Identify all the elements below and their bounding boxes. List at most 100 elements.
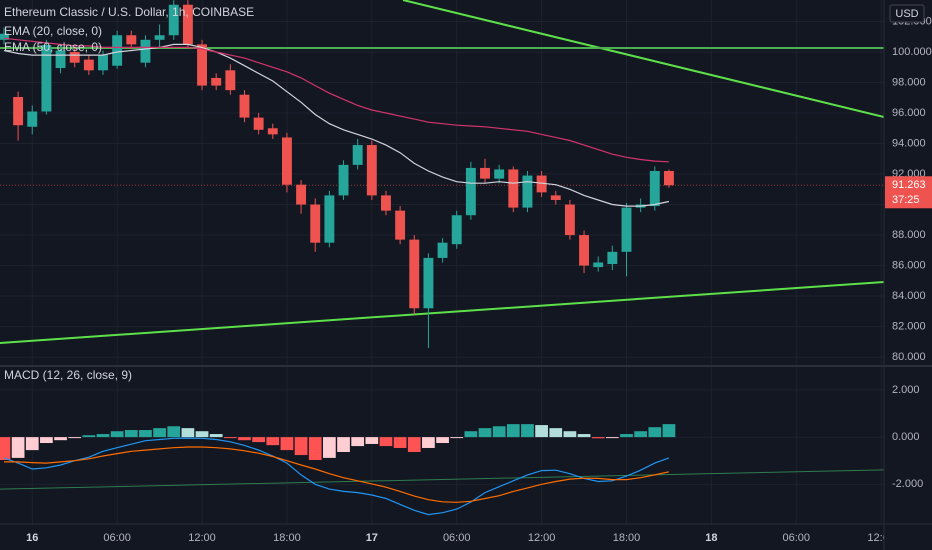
candle-body: [465, 167, 476, 216]
macd-line: [4, 446, 670, 503]
histogram-bar: [337, 437, 350, 452]
histogram-bar: [181, 428, 195, 438]
histogram-bar: [139, 430, 152, 438]
histogram-bar: [167, 426, 181, 438]
histogram-bar: [521, 424, 534, 438]
candle-body: [621, 207, 632, 252]
trend-line: [0, 469, 884, 490]
candle-body: [663, 170, 674, 186]
histogram-bar: [478, 428, 492, 438]
macd-title: MACD (12, 26, close, 9): [4, 368, 132, 382]
histogram-bar: [620, 434, 633, 438]
candle-body: [607, 251, 618, 265]
histogram-bar: [662, 424, 676, 438]
candle-body: [522, 175, 533, 208]
histogram-bar: [308, 437, 322, 461]
candle-body: [423, 257, 434, 309]
legend-entry: EMA (50, close, 0): [4, 40, 102, 54]
candle-body: [27, 111, 38, 127]
histogram-bar: [464, 431, 478, 438]
legend: Ethereum Classic / U.S. Dollar, 1h, COIN…: [4, 5, 254, 382]
x-tick-label: 12:00: [528, 532, 556, 544]
histogram-bar: [506, 424, 520, 438]
ema-line: [3, 43, 670, 207]
histogram-bar: [54, 437, 67, 441]
y-tick-label: 84.000: [892, 290, 926, 302]
histogram-bar: [634, 431, 648, 438]
candle-body: [140, 39, 151, 63]
trend-line: [402, 0, 884, 118]
histogram-bar: [407, 437, 421, 452]
candle-body: [239, 94, 250, 118]
plot-area: 16 06:00 12:00 18:00 17 06:00 12:00 18:00 18 06:0…: [0, 0, 884, 544]
candle-body: [437, 242, 448, 258]
chart-title: Ethereum Classic / U.S. Dollar, 1h, COIN…: [4, 5, 254, 19]
candle-body: [0, 33, 9, 40]
histogram-bar: [195, 431, 209, 438]
candle-body: [13, 97, 24, 126]
candle-body: [593, 262, 604, 268]
histogram-bar: [436, 437, 449, 444]
last-price-box: [885, 176, 932, 209]
candle-body: [324, 195, 335, 243]
y-tick-label: 98.000: [892, 76, 926, 88]
ema-line: [3, 37, 669, 163]
candle-body: [182, 4, 193, 45]
x-tick-label: 17: [366, 532, 378, 544]
candle-body: [494, 169, 505, 179]
candle-body: [536, 175, 547, 193]
candle-body: [352, 145, 363, 165]
x-tick-label: 06:00: [103, 532, 131, 544]
histogram-bar: [605, 437, 619, 439]
x-tick-label: 18:00: [273, 532, 301, 544]
candle-body: [281, 137, 292, 185]
histogram-bar: [209, 434, 223, 438]
currency: USD: [895, 8, 918, 20]
candle-body: [579, 235, 590, 266]
candle-body: [267, 128, 278, 135]
histogram-bar: [25, 437, 39, 451]
candle-body: [366, 145, 377, 196]
histogram-bar: [294, 437, 308, 456]
candle-body: [253, 117, 264, 130]
x-tick-label: 12:00: [188, 532, 216, 544]
candle-body: [550, 195, 561, 200]
y-tick-label: 100.000: [892, 46, 932, 58]
macd-line: [3, 437, 670, 516]
trend-line: [0, 281, 884, 344]
histogram-bar: [492, 426, 506, 438]
histogram-bar: [422, 437, 435, 448]
axes: 80.00082.00084.00086.00088.00090.00092.0…: [885, 15, 932, 490]
candle-body: [69, 52, 80, 63]
legend-entry: EMA (20, close, 0): [4, 24, 102, 38]
histogram-bar: [549, 428, 563, 438]
last-price-label: 91.263: [892, 179, 926, 191]
histogram-bar: [365, 437, 379, 444]
histogram-bar: [11, 437, 25, 458]
candle-body: [395, 210, 406, 240]
histogram-bar: [124, 430, 138, 438]
histogram-bar: [351, 437, 365, 447]
candle-body: [83, 59, 94, 71]
candle-body: [55, 50, 66, 69]
histogram-bar: [323, 437, 336, 458]
x-tick-label: 16: [26, 532, 38, 544]
histogram-bar: [82, 435, 96, 438]
candle-body: [451, 215, 462, 245]
histogram-bar: [266, 437, 280, 446]
candle-body: [409, 239, 420, 309]
candle-body: [211, 77, 222, 86]
histogram-bar: [153, 428, 166, 438]
y-tick-label: 82.000: [892, 320, 926, 332]
histogram-bar: [379, 437, 393, 447]
y-tick-label: 80.000: [892, 351, 926, 363]
histogram-bar: [563, 431, 577, 438]
x-tick-label: 06:00: [783, 532, 811, 544]
histogram-bar: [96, 434, 110, 438]
x-tick-label: 18:00: [613, 532, 641, 544]
candle-body: [508, 169, 519, 208]
histogram-bar: [110, 431, 124, 438]
histogram-bar: [40, 437, 53, 444]
candle-body: [338, 164, 349, 196]
